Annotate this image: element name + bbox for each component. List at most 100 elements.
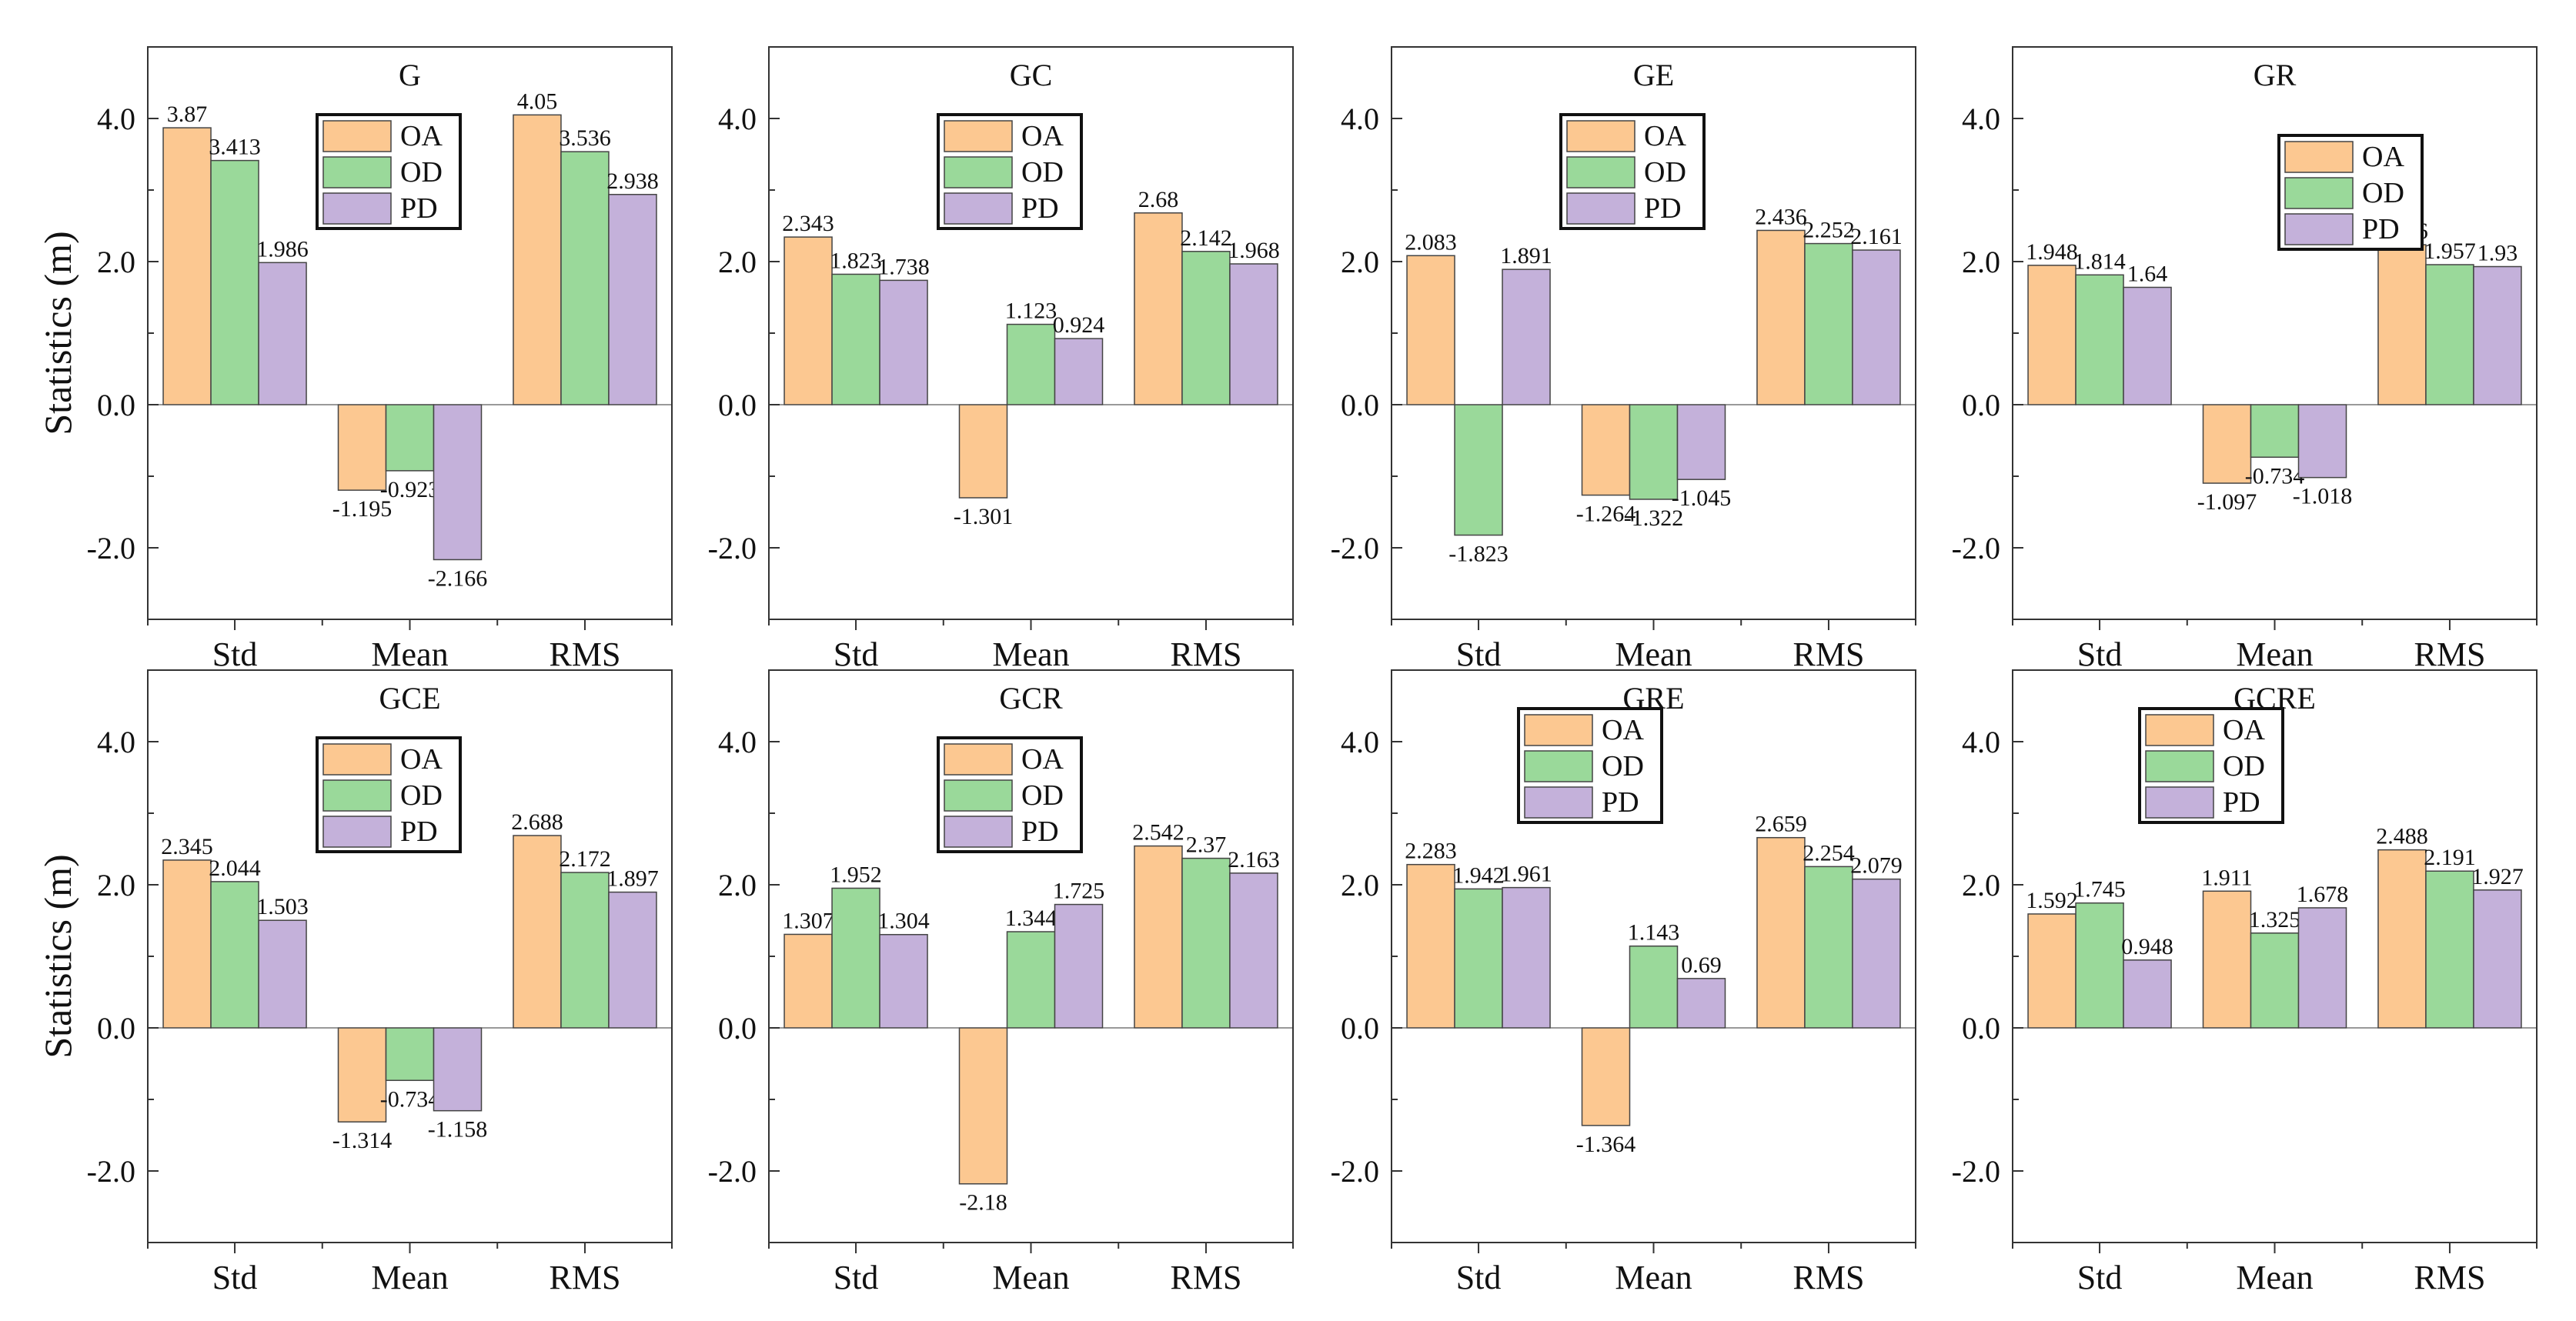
bar-od [1804,242,1853,405]
data-label: 1.942 [1452,862,1505,888]
bar-oa [1581,1027,1631,1126]
data-label: 1.738 [877,254,930,279]
data-label: 2.37 [1186,832,1227,858]
data-label: 2.254 [1803,840,1855,866]
bar-pd [433,404,483,561]
legend-swatch-pd [1524,786,1593,819]
bar-oa [162,859,212,1029]
bar-od [1629,404,1679,500]
legend-swatch-od [944,156,1013,188]
bar-od [560,872,610,1029]
x-tick-label: RMS [2414,1259,2485,1296]
bar-oa [1756,836,1806,1029]
data-label: 2.191 [2424,845,2476,870]
chart-panel-gre: 4.0 2.0 0.0 -2.0 Std Mean RMS 2.283 -1.364 2.659 1… [1331,669,1916,1296]
bar-pd [1229,263,1278,405]
data-label: 1.911 [2201,865,2252,890]
bar-oa [1581,404,1631,496]
bar-oa [2377,244,2427,405]
legend-label: OA [1602,714,1644,746]
bar-od [1181,251,1231,405]
legend-label: OD [1021,779,1064,812]
bar-pd [258,262,307,405]
y-tick-label: -2.0 [1331,531,1379,565]
data-label: 2.044 [209,856,261,881]
bar-pd [2297,907,2347,1029]
data-label: 1.304 [877,909,930,934]
data-label: 4.05 [517,88,558,114]
bar-oa [1134,845,1183,1029]
data-label: 1.64 [2127,261,2168,286]
bar-od [1629,945,1679,1029]
data-label: 0.948 [2121,934,2173,959]
legend-swatch-od [322,779,392,812]
bar-oa [783,236,833,405]
bar-oa [958,404,1008,499]
chart-panel-gce: 4.0 2.0 0.0 -2.0 Std Mean RMS 2.345 -1.314 2.688 2… [87,669,673,1296]
legend-swatch-pd [944,816,1013,848]
legend-label: OA [1021,120,1064,152]
bar-oa [337,1027,387,1123]
legend-label: OA [2362,141,2404,173]
legend-swatch-pd [2284,213,2354,245]
bar-pd [879,933,928,1029]
data-label: 1.123 [1005,299,1057,324]
x-tick-label: RMS [1170,1259,1241,1296]
bar-pd [1054,903,1104,1029]
bar-oa [2202,890,2252,1029]
data-label: 1.725 [1053,879,1105,904]
bar-pd [1676,404,1726,480]
y-tick-label: 0.0 [1341,1011,1379,1046]
data-label: 1.952 [830,862,882,887]
data-label: 0.69 [1681,952,1722,978]
x-tick-label: Std [1456,635,1502,673]
bar-od [560,151,610,405]
data-label: 1.344 [1005,906,1057,931]
panel-title: GC [1010,58,1053,92]
legend-label: OA [2223,714,2265,746]
y-tick-label: -2.0 [87,1154,135,1189]
data-label: -1.314 [332,1128,393,1153]
y-tick-label: 4.0 [97,102,135,136]
legend-label: PD [2223,786,2260,819]
y-tick-label: 4.0 [718,725,757,759]
bar-pd [1676,978,1726,1029]
bar-pd [879,279,928,405]
y-tick-label: 0.0 [718,388,757,422]
bar-pd [608,194,657,405]
chart-panel-ge: 4.0 2.0 0.0 -2.0 Std Mean RMS 2.083 -1.264 2.436 -… [1331,46,1916,673]
bar-od [2250,932,2300,1029]
data-label: 1.307 [782,908,834,933]
legend-label: OD [1602,750,1644,782]
bar-pd [1054,338,1104,405]
legend-swatch-oa [322,120,392,152]
data-label: 2.079 [1850,853,1903,879]
bar-pd [1502,886,1551,1029]
bar-oa [958,1027,1008,1185]
y-tick-label: -2.0 [1331,1154,1379,1189]
legend-swatch-pd [322,816,392,848]
y-tick-label: 4.0 [1341,725,1379,759]
y-tick-label: 2.0 [718,245,757,279]
data-label: 2.142 [1180,225,1232,251]
y-tick-label: 0.0 [1962,388,2000,422]
y-tick-label: 0.0 [718,1011,757,1046]
data-label: 1.592 [2026,888,2078,913]
data-label: -1.195 [332,496,393,522]
bar-oa [2027,913,2077,1029]
data-label: 1.503 [256,894,309,919]
y-tick-label: -2.0 [708,1154,757,1189]
legend-swatch-od [1524,750,1593,782]
x-tick-label: Std [212,635,258,673]
data-label: -1.301 [954,504,1014,529]
y-tick-label: 2.0 [97,868,135,902]
data-label: 1.957 [2424,239,2476,264]
bar-pd [2297,404,2347,479]
data-label: 1.948 [2026,239,2078,265]
y-axis-title: Statistics (m) [36,231,79,435]
